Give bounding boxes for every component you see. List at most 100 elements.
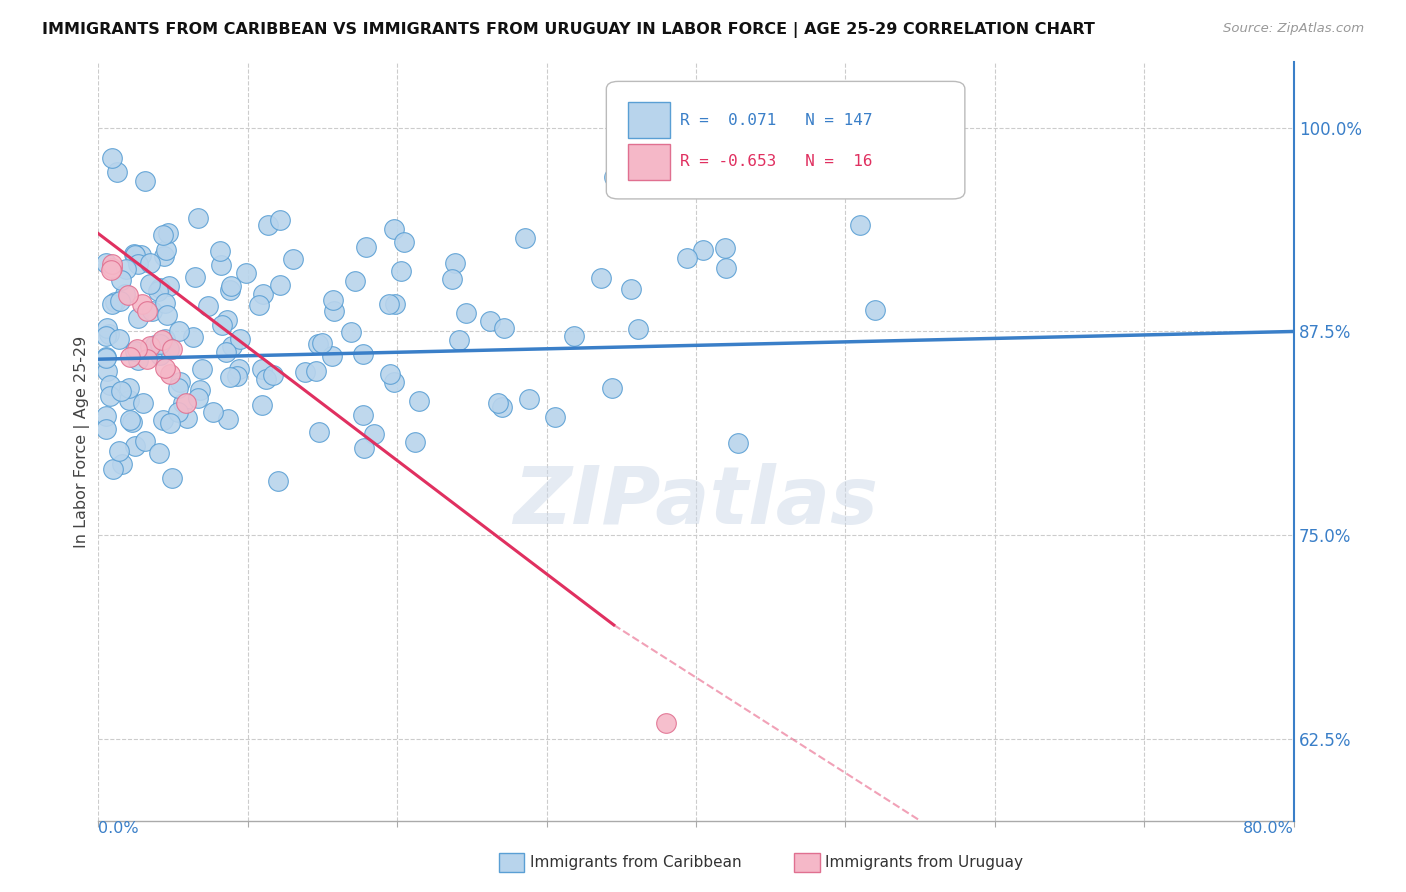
Text: 0.0%: 0.0% (98, 821, 139, 836)
Text: Immigrants from Caribbean: Immigrants from Caribbean (530, 855, 742, 870)
Point (174, 396, 197, 410)
Point (187, 211, 209, 226)
Point (156, 308, 179, 322)
Point (382, 376, 405, 390)
Point (228, 362, 250, 376)
Point (865, 302, 887, 317)
Point (143, 338, 166, 352)
Point (104, 294, 127, 309)
Point (159, 367, 181, 381)
Point (184, 270, 207, 285)
Point (149, 336, 172, 351)
Text: ZIPatlas: ZIPatlas (513, 463, 879, 541)
Point (354, 240, 377, 254)
Point (176, 411, 198, 425)
Point (101, 260, 124, 275)
Point (124, 247, 146, 261)
Point (305, 364, 328, 378)
Point (491, 401, 513, 415)
Point (456, 306, 478, 320)
Point (201, 405, 224, 419)
Point (343, 274, 366, 288)
Point (716, 261, 738, 276)
Point (250, 362, 273, 376)
Point (94, 256, 117, 270)
Point (160, 343, 183, 357)
Point (100, 262, 122, 277)
Point (136, 351, 159, 366)
Point (100, 377, 122, 392)
Point (281, 252, 304, 267)
Point (124, 248, 146, 262)
Point (94, 422, 117, 436)
Point (494, 320, 516, 334)
Point (340, 326, 363, 340)
Point (149, 281, 172, 295)
Point (262, 368, 284, 382)
Point (139, 256, 162, 270)
Point (152, 249, 174, 263)
Point (108, 332, 131, 346)
Point (134, 434, 156, 449)
Point (692, 243, 714, 257)
Point (172, 396, 194, 410)
Point (94, 409, 117, 423)
Point (515, 231, 537, 245)
Point (267, 474, 290, 488)
Point (564, 329, 586, 343)
Point (221, 339, 243, 353)
Point (152, 227, 174, 242)
Point (110, 384, 132, 398)
Point (121, 415, 143, 429)
Point (118, 392, 141, 407)
Point (132, 396, 155, 410)
Point (209, 258, 232, 272)
Point (478, 314, 501, 328)
Point (181, 330, 204, 344)
Y-axis label: In Labor Force | Age 25-29: In Labor Force | Age 25-29 (75, 335, 90, 548)
Point (139, 339, 162, 353)
Point (307, 337, 329, 351)
Point (517, 392, 540, 407)
Point (136, 303, 159, 318)
Point (188, 383, 211, 397)
Point (352, 347, 374, 361)
Text: 80.0%: 80.0% (1243, 821, 1294, 836)
Point (127, 257, 149, 271)
Point (627, 322, 650, 336)
Point (134, 174, 156, 188)
Point (322, 293, 344, 308)
Point (257, 218, 280, 232)
Point (191, 361, 214, 376)
Point (269, 278, 291, 293)
Point (219, 278, 242, 293)
Point (139, 277, 162, 291)
Point (98, 389, 121, 403)
Point (114, 286, 136, 301)
Point (129, 248, 152, 262)
Point (655, 715, 678, 730)
Point (94, 351, 117, 365)
Point (235, 266, 257, 280)
Point (440, 272, 463, 286)
Point (219, 283, 242, 297)
Point (162, 470, 184, 484)
Point (124, 344, 146, 359)
Point (218, 369, 240, 384)
Point (727, 435, 749, 450)
Point (713, 241, 735, 255)
Point (215, 312, 238, 326)
Point (209, 244, 232, 259)
Point (382, 221, 405, 235)
Point (849, 219, 872, 233)
Point (321, 350, 343, 364)
Point (250, 398, 273, 412)
Point (94, 329, 117, 343)
Text: R = -0.653   N =  16: R = -0.653 N = 16 (681, 154, 873, 169)
Point (591, 271, 613, 285)
Point (323, 304, 346, 318)
Point (675, 251, 697, 265)
Point (94, 350, 117, 364)
Point (308, 425, 330, 439)
Point (159, 416, 181, 430)
